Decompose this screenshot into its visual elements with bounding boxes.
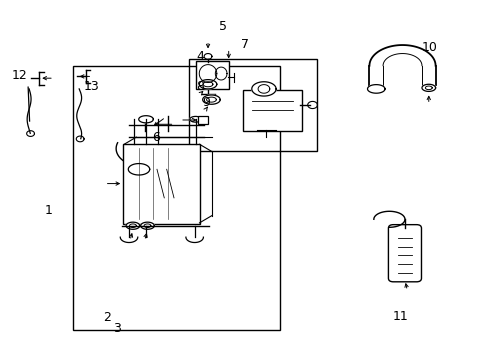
FancyBboxPatch shape — [123, 144, 200, 224]
Polygon shape — [128, 163, 149, 175]
Text: 1: 1 — [45, 204, 53, 217]
Polygon shape — [141, 222, 154, 229]
Bar — [73, 66, 279, 330]
Text: 9: 9 — [202, 96, 210, 109]
Text: 6: 6 — [152, 131, 160, 144]
Polygon shape — [126, 222, 140, 229]
Polygon shape — [199, 80, 216, 89]
Polygon shape — [421, 84, 435, 91]
Text: 5: 5 — [218, 20, 226, 33]
Text: 4: 4 — [196, 50, 204, 63]
Text: 13: 13 — [83, 80, 99, 93]
Text: 11: 11 — [391, 310, 407, 323]
Polygon shape — [199, 64, 216, 82]
Polygon shape — [215, 67, 226, 80]
Text: 8: 8 — [195, 80, 203, 93]
Bar — [188, 59, 317, 151]
FancyBboxPatch shape — [387, 225, 421, 282]
Text: 2: 2 — [103, 311, 111, 324]
Text: 12: 12 — [12, 69, 28, 82]
FancyBboxPatch shape — [197, 116, 208, 124]
FancyBboxPatch shape — [196, 62, 229, 89]
Polygon shape — [202, 95, 220, 104]
Text: 3: 3 — [113, 322, 121, 335]
Polygon shape — [139, 116, 153, 123]
Text: 10: 10 — [421, 41, 436, 54]
Text: 7: 7 — [241, 39, 249, 51]
Polygon shape — [367, 85, 384, 93]
Polygon shape — [189, 116, 201, 122]
FancyBboxPatch shape — [243, 90, 301, 131]
Polygon shape — [251, 82, 276, 96]
